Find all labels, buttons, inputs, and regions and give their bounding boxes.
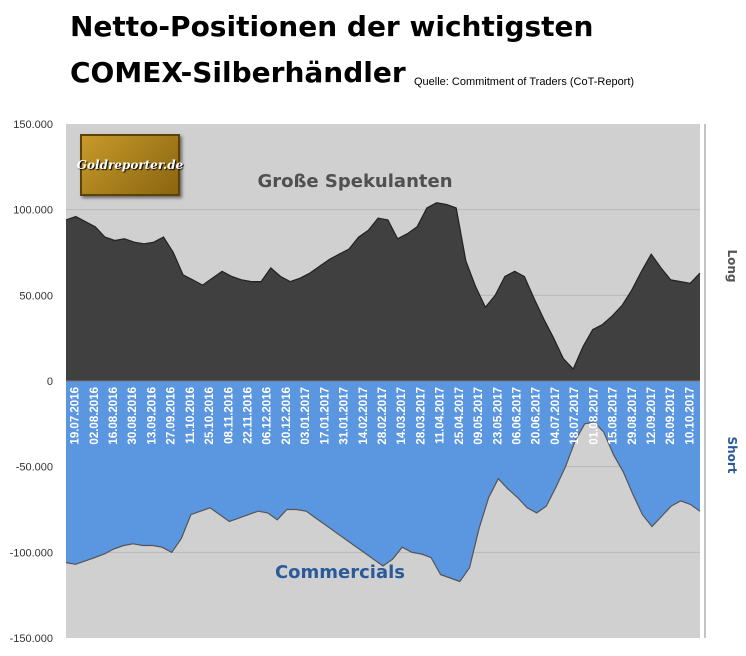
x-tick-label: 13.09.2016 [146, 387, 158, 445]
x-tick-label: 12.09.2017 [646, 387, 658, 445]
x-tick-label: 20.12.2016 [281, 387, 293, 445]
y-tick-label: -150.000 [10, 633, 53, 645]
y-axis: 150.000 100.000 50.000 0 -50.000 -100.000 -150… [10, 119, 53, 645]
chart-title-line-2: COMEX-Silberhändler [70, 56, 406, 89]
source-note: Quelle: Commitment of Traders (CoT-Repor… [414, 76, 635, 88]
y-tick-label: -50.000 [16, 462, 53, 474]
area-long-series [66, 202, 700, 381]
x-tick-label: 19.07.2016 [70, 387, 82, 445]
x-tick-label: 02.08.2016 [89, 387, 101, 445]
x-tick-label: 29.08.2017 [627, 387, 639, 445]
x-tick-label: 28.03.2017 [415, 387, 427, 445]
x-tick-label: 20.06.2017 [531, 387, 543, 445]
x-tick-label: 31.01.2017 [339, 387, 351, 445]
x-tick-label: 09.05.2017 [473, 387, 485, 445]
x-tick-label: 11.10.2016 [185, 387, 197, 444]
line-short-series [65, 421, 701, 583]
x-tick-label: 25.04.2017 [454, 387, 466, 445]
x-tick-label: 28.02.2017 [377, 387, 389, 445]
x-tick-label: 04.07.2017 [550, 387, 562, 445]
x-tick-label: 30.08.2016 [127, 387, 139, 445]
x-tick-label: 14.02.2017 [358, 387, 370, 445]
x-tick-label: 27.09.2016 [166, 387, 178, 445]
x-tick-label: 08.11.2016 [223, 387, 235, 444]
logo-text: Goldreporter.de [76, 158, 184, 172]
y-tick-label: 0 [47, 376, 53, 388]
annotation-spekulanten: Große Spekulanten [257, 171, 452, 192]
x-tick-label: 18.07.2017 [569, 387, 581, 445]
right-label-long: Long [725, 249, 739, 282]
y-tick-label: 50.000 [19, 290, 53, 302]
x-tick-label: 15.08.2017 [608, 387, 620, 445]
chart-title-line-1: Netto-Positionen der wichtigsten [70, 10, 594, 43]
x-tick-label: 01.08.2017 [588, 387, 600, 445]
x-axis: 19.07.2016 02.08.2016 16.08.2016 30.08.2016… [70, 387, 697, 445]
x-tick-label: 25.10.2016 [204, 387, 216, 445]
x-tick-label: 06.06.2017 [511, 387, 523, 445]
x-tick-label: 14.03.2017 [396, 387, 408, 445]
y-tick-label: 150.000 [13, 119, 53, 131]
x-tick-label: 06.12.2016 [262, 387, 274, 445]
line-long-series [65, 202, 701, 371]
x-tick-label: 22.11.2016 [243, 387, 255, 444]
series-areas [65, 202, 701, 583]
x-tick-label: 10.10.2017 [684, 387, 696, 445]
annotation-commercials: Commercials [275, 562, 405, 583]
x-tick-label: 11.04.2017 [435, 387, 447, 444]
y-tick-label: -100.000 [10, 547, 53, 559]
goldreporter-logo: Goldreporter.de [76, 134, 184, 196]
x-tick-label: 03.01.2017 [300, 387, 312, 445]
x-tick-label: 17.01.2017 [319, 387, 331, 445]
right-label-short: Short [725, 436, 739, 473]
x-tick-label: 16.08.2016 [108, 387, 120, 445]
x-tick-label: 23.05.2017 [492, 387, 504, 445]
x-tick-label: 26.09.2017 [665, 387, 677, 445]
area-short-series [66, 381, 700, 582]
y-tick-label: 100.000 [13, 205, 53, 217]
